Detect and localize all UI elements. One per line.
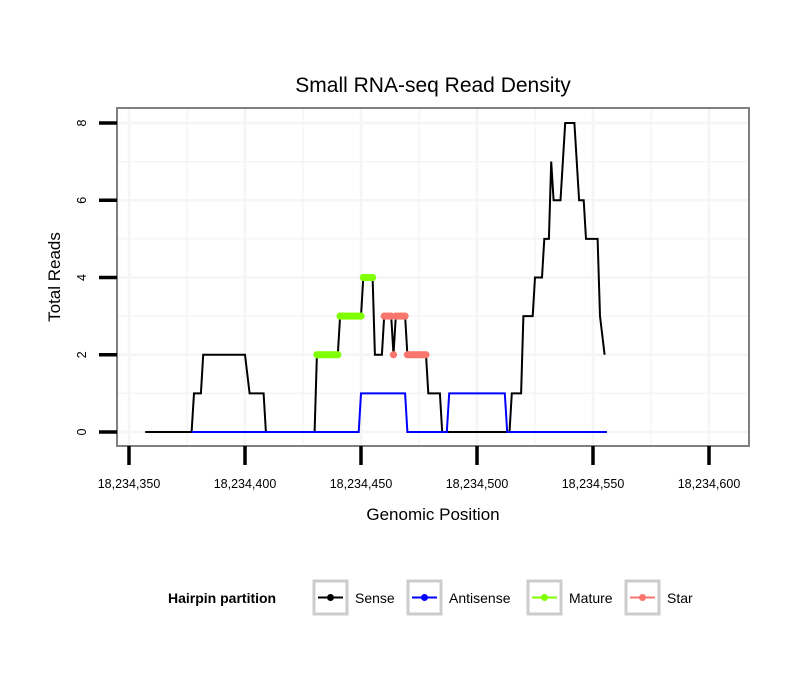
x-axis-label: Genomic Position xyxy=(366,505,499,524)
legend-item-mature: Mature xyxy=(526,579,613,616)
legend-key-point xyxy=(421,594,428,601)
data-point-mature xyxy=(334,351,342,359)
x-tick-label: 18,234,600 xyxy=(678,477,741,491)
legend-key-point xyxy=(327,594,334,601)
y-axis-label: Total Reads xyxy=(45,232,64,322)
data-point-star xyxy=(422,351,430,359)
y-tick-label: 8 xyxy=(75,119,89,126)
legend-item-star: Star xyxy=(624,579,693,616)
x-tick-label: 18,234,450 xyxy=(330,477,393,491)
data-point-mature xyxy=(357,312,365,320)
legend-label: Star xyxy=(667,590,693,606)
x-tick-label: 18,234,500 xyxy=(446,477,509,491)
x-tick-label: 18,234,550 xyxy=(562,477,625,491)
legend-item-antisense: Antisense xyxy=(406,579,511,616)
series-layer xyxy=(145,122,607,433)
legend-key-point xyxy=(639,594,646,601)
data-point-mature xyxy=(369,273,377,282)
legend-key-point xyxy=(541,594,548,601)
y-axis: 0 2 4 6 8 xyxy=(75,119,117,435)
x-axis: 18,234,350 18,234,400 18,234,450 18,234,500… xyxy=(98,446,741,491)
x-tick-label: 18,234,400 xyxy=(214,477,277,491)
legend-item-sense: Sense xyxy=(312,579,395,616)
data-point-star xyxy=(389,351,398,359)
data-point-star xyxy=(401,312,409,320)
x-tick-label: 18,234,350 xyxy=(98,477,161,491)
legend-label: Mature xyxy=(569,590,613,606)
y-tick-label: 2 xyxy=(75,351,89,358)
chart-title: Small RNA-seq Read Density xyxy=(295,74,571,97)
series-line-antisense xyxy=(191,392,607,433)
legend: Hairpin partition Sense Antisense Mature St… xyxy=(168,579,693,616)
y-tick-label: 4 xyxy=(75,274,89,281)
y-tick-label: 0 xyxy=(75,428,89,435)
y-tick-label: 6 xyxy=(75,197,89,204)
legend-title: Hairpin partition xyxy=(168,590,276,606)
legend-label: Sense xyxy=(355,590,395,606)
legend-label: Antisense xyxy=(449,590,511,606)
